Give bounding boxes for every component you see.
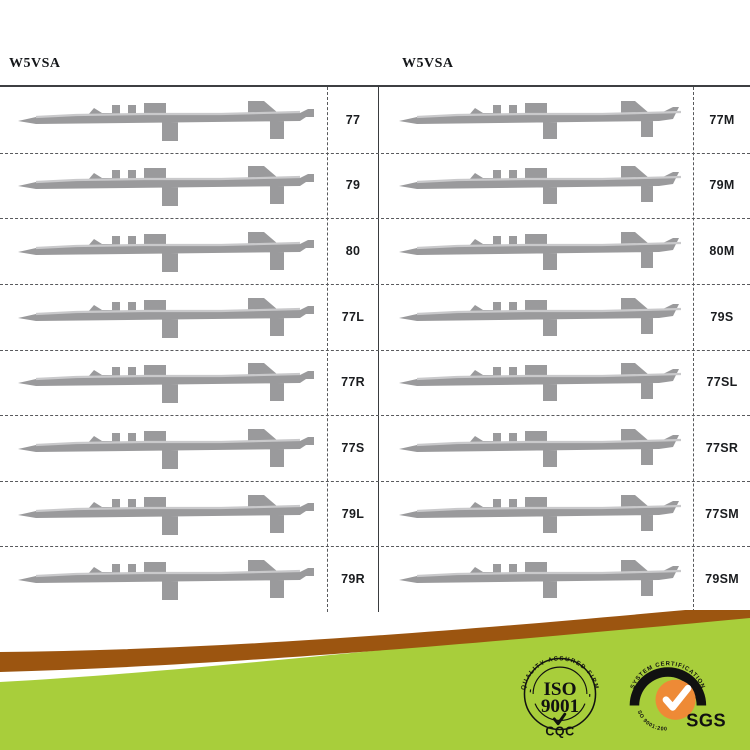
product-profile-cell-left [0, 284, 327, 350]
product-profile-cell-left [0, 350, 327, 416]
product-profile-cell-right [379, 153, 693, 219]
sgs-brand-text: SGS [686, 711, 726, 731]
product-profile-graphic [18, 560, 314, 601]
product-profile-cell-right [379, 218, 693, 284]
product-profile-cell-left [0, 481, 327, 547]
table-top-border [0, 85, 750, 87]
model-code-label-left: 77R [341, 375, 365, 390]
product-profile-graphic [399, 560, 682, 599]
table-row: 77 77M [0, 87, 750, 153]
table-row: 77L 79S [0, 284, 750, 350]
product-profile-graphic [18, 494, 314, 535]
product-profile-graphic [18, 363, 314, 404]
row-separator [0, 546, 750, 548]
table-row: 79L 77SM [0, 481, 750, 547]
product-profile-cell-left [0, 153, 327, 219]
product-profile-cell-right [379, 415, 693, 481]
iso-check-icon [552, 712, 567, 726]
model-code-label-right: 79M [709, 178, 735, 193]
table-row: 77R 77SL [0, 350, 750, 416]
table-row: 77S 77SR [0, 415, 750, 481]
model-code-label-left: 77L [341, 309, 365, 324]
sgs-black-arc [629, 667, 707, 706]
product-profile-graphic [18, 100, 314, 141]
row-separator [0, 415, 750, 417]
iso-inner-circle [529, 663, 591, 725]
footer-banner: QUALITY ASSURED FIRM ISO 9001 CQC SYSTEM… [0, 604, 750, 750]
product-profile-graphic [18, 428, 314, 469]
model-code-label-left: 80 [345, 244, 361, 259]
product-profile-cell-right [379, 350, 693, 416]
row-separator [0, 349, 750, 351]
model-code-label-left: 77 [345, 112, 361, 127]
product-table: 77 77M 79 79M 80 80M 77L 79S 77R 77SL 77S 77SR 79L 77… [0, 87, 750, 612]
product-profile-cell-left [0, 546, 327, 612]
iso-outer-circle [523, 657, 597, 731]
product-profile-graphic [18, 297, 314, 338]
iso-9001-cqc-logo: QUALITY ASSURED FIRM ISO 9001 CQC [520, 655, 599, 738]
header-title-left: W5VSA [9, 56, 61, 71]
iso-line2: 9001 [541, 696, 579, 717]
model-code-label-right: 79SM [705, 572, 739, 587]
product-profile-graphic [399, 100, 682, 139]
product-profile-cell-right [379, 284, 693, 350]
model-code-label-right: 77SR [705, 440, 739, 455]
row-separator [0, 480, 750, 482]
table-row: 79R 79SM [0, 546, 750, 612]
product-profile-graphic [399, 363, 682, 402]
row-separator [0, 152, 750, 154]
iso-inner-arc-top [532, 666, 588, 695]
iso-line1: ISO [543, 679, 576, 700]
model-code-label-right: 77M [709, 112, 735, 127]
product-profile-graphic [399, 494, 682, 533]
model-code-label-left: 79L [341, 506, 365, 521]
product-profile-cell-left [0, 87, 327, 153]
table-row: 80 80M [0, 218, 750, 284]
product-profile-graphic [399, 297, 682, 336]
cqc-text: CQC [545, 724, 574, 738]
model-code-label-right: 79S [710, 309, 734, 324]
model-code-label-right: 80M [709, 244, 735, 259]
product-profile-graphic [399, 232, 682, 271]
product-profile-cell-right [379, 87, 693, 153]
table-row: 79 79M [0, 153, 750, 219]
table-center-divider [378, 85, 379, 612]
brown-swoosh [0, 604, 750, 672]
model-code-label-right: 77SM [705, 506, 739, 521]
certification-logos: QUALITY ASSURED FIRM ISO 9001 CQC SYSTEM… [512, 646, 732, 742]
row-separator [0, 218, 750, 220]
sgs-logo: SYSTEM CERTIFICATION ISO 9001:2000 SGS [622, 646, 726, 732]
model-code-label-left: 77S [341, 440, 365, 455]
header-title-right: W5VSA [402, 56, 454, 71]
product-profile-graphic [18, 232, 314, 273]
row-separator [0, 283, 750, 285]
product-profile-graphic [399, 166, 682, 205]
model-code-label-right: 77SL [706, 375, 738, 390]
product-profile-graphic [18, 166, 314, 207]
product-profile-cell-left [0, 415, 327, 481]
sgs-check-icon [662, 684, 692, 711]
product-profile-cell-left [0, 218, 327, 284]
model-code-label-left: 79R [341, 572, 365, 587]
product-profile-cell-right [379, 546, 693, 612]
product-profile-cell-right [379, 481, 693, 547]
model-code-label-left: 79 [345, 178, 361, 193]
product-profile-graphic [399, 428, 682, 467]
